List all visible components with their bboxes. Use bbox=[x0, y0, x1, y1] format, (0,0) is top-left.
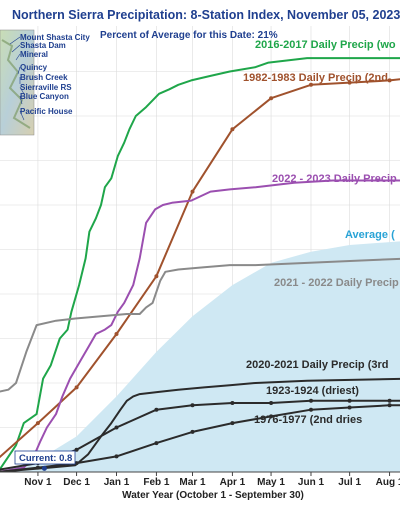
map-station-mineral: Mineral bbox=[20, 50, 48, 59]
chart-subtitle: Percent of Average for this Date: 21% bbox=[100, 30, 278, 41]
series-point-1923-1924 bbox=[74, 447, 79, 452]
map-leader-line bbox=[15, 53, 21, 61]
series-line-2021-2022 bbox=[0, 257, 400, 393]
series-point-1982-1983 bbox=[190, 189, 195, 194]
series-label-1923-1924: 1923-1924 (driest) bbox=[266, 385, 359, 397]
series-point-1976-1977 bbox=[35, 465, 40, 470]
map-leader-line bbox=[19, 95, 23, 105]
map-leader-line bbox=[17, 66, 21, 75]
map-station-shasta-dam: Shasta Dam bbox=[20, 41, 66, 50]
series-point-1982-1983 bbox=[114, 332, 119, 336]
series-point-1982-1983 bbox=[387, 78, 392, 83]
series-label-2021-2022: 2021 - 2022 Daily Precip bbox=[274, 277, 399, 289]
series-point-1976-1977 bbox=[387, 403, 392, 408]
series-label-1976-1977: 1976-1977 (2nd dries bbox=[254, 414, 362, 426]
x-tick-label: Dec 1 bbox=[63, 477, 90, 488]
series-label-average: Average ( bbox=[345, 229, 395, 241]
series-point-1982-1983 bbox=[230, 127, 235, 132]
map-station-quincy: Quincy bbox=[20, 63, 48, 72]
series-point-1982-1983 bbox=[269, 96, 274, 101]
current-box bbox=[14, 450, 76, 465]
series-line-2022-2023 bbox=[0, 179, 400, 472]
x-axis-label: Water Year (October 1 - September 30) bbox=[122, 490, 304, 501]
series-label-1982-1983: 1982-1983 Daily Precip (2nd bbox=[243, 72, 388, 84]
x-axis: Nov 1 Dec 1 Jan 1 Feb 1 Mar 1 Apr 1 May 1 Jun 1… bbox=[0, 471, 400, 488]
chart-title: Northern Sierra Precipitation: 8-Station… bbox=[12, 8, 400, 22]
series-point-1976-1977 bbox=[74, 461, 79, 466]
series-area-average bbox=[0, 241, 400, 472]
series-point-1976-1977 bbox=[154, 441, 159, 446]
series-point-1976-1977 bbox=[190, 429, 195, 434]
series-point-1923-1924 bbox=[347, 398, 352, 403]
series-point-1982-1983 bbox=[35, 421, 40, 426]
current-value-point bbox=[41, 465, 47, 471]
x-tick-label: Mar 1 bbox=[179, 477, 206, 488]
x-tick-label: Feb 1 bbox=[143, 477, 170, 488]
series-labels: Average ( 2016-2017 Daily Precip (wo 1982-… bbox=[243, 39, 399, 426]
map-leader-line bbox=[19, 86, 25, 95]
series-line-1982-1983 bbox=[0, 78, 400, 459]
series-line-2020-2021 bbox=[0, 377, 400, 472]
current-marker: Current: 0.8 bbox=[14, 450, 76, 465]
series-point-1923-1924 bbox=[190, 403, 195, 408]
map-leader-line bbox=[9, 36, 21, 45]
series-point-1982-1983 bbox=[347, 80, 352, 85]
current-label: Current: 0.8 bbox=[19, 453, 72, 464]
map-station-sierraville-rs: Sierraville RS bbox=[20, 83, 72, 92]
series-point-1982-1983 bbox=[154, 274, 159, 279]
x-tick-label: Jun 1 bbox=[298, 477, 325, 488]
series-line-2016-2017 bbox=[0, 57, 400, 471]
series-point-1976-1977 bbox=[114, 454, 119, 459]
series-point-1982-1983 bbox=[309, 82, 313, 87]
series-point-1976-1977 bbox=[309, 407, 313, 412]
x-tick-label: Aug 1 bbox=[376, 477, 400, 488]
x-tick-label: Jan 1 bbox=[104, 477, 130, 488]
series-point-1923-1924 bbox=[114, 425, 119, 430]
series-point-1923-1924 bbox=[387, 398, 392, 403]
series-point-1923-1924 bbox=[230, 401, 235, 405]
map-station-pacific-house: Pacific House bbox=[20, 107, 73, 116]
map-station-brush-creek: Brush Creek bbox=[20, 73, 68, 82]
map-leader-line bbox=[19, 110, 25, 121]
series-point-1923-1924 bbox=[269, 401, 274, 405]
series-label-2022-2023: 2022 - 2023 Daily Precip bbox=[272, 173, 397, 185]
series-label-2020-2021: 2020-2021 Daily Precip (3rd bbox=[246, 359, 388, 371]
map-station-blue-canyon: Blue Canyon bbox=[20, 92, 69, 101]
map-leader-line bbox=[11, 44, 21, 53]
average-area bbox=[0, 241, 400, 472]
series-point-1976-1977 bbox=[230, 421, 235, 426]
series-point-1976-1977 bbox=[347, 405, 352, 410]
series-label-2016-2017: 2016-2017 Daily Precip (wo bbox=[255, 39, 396, 51]
map-terrain bbox=[1, 39, 31, 129]
series-point-1976-1977 bbox=[269, 414, 274, 419]
x-tick-label: Apr 1 bbox=[220, 477, 246, 488]
x-tick-label: Jul 1 bbox=[338, 477, 361, 488]
series-point-1982-1983 bbox=[74, 385, 79, 390]
map-station-mount-shasta-city: Mount Shasta City bbox=[20, 33, 90, 42]
series-point-1923-1924 bbox=[309, 398, 313, 403]
series-point-1923-1924 bbox=[154, 407, 159, 412]
x-tick-label: Nov 1 bbox=[24, 477, 52, 488]
x-tick-label: May 1 bbox=[257, 477, 285, 488]
